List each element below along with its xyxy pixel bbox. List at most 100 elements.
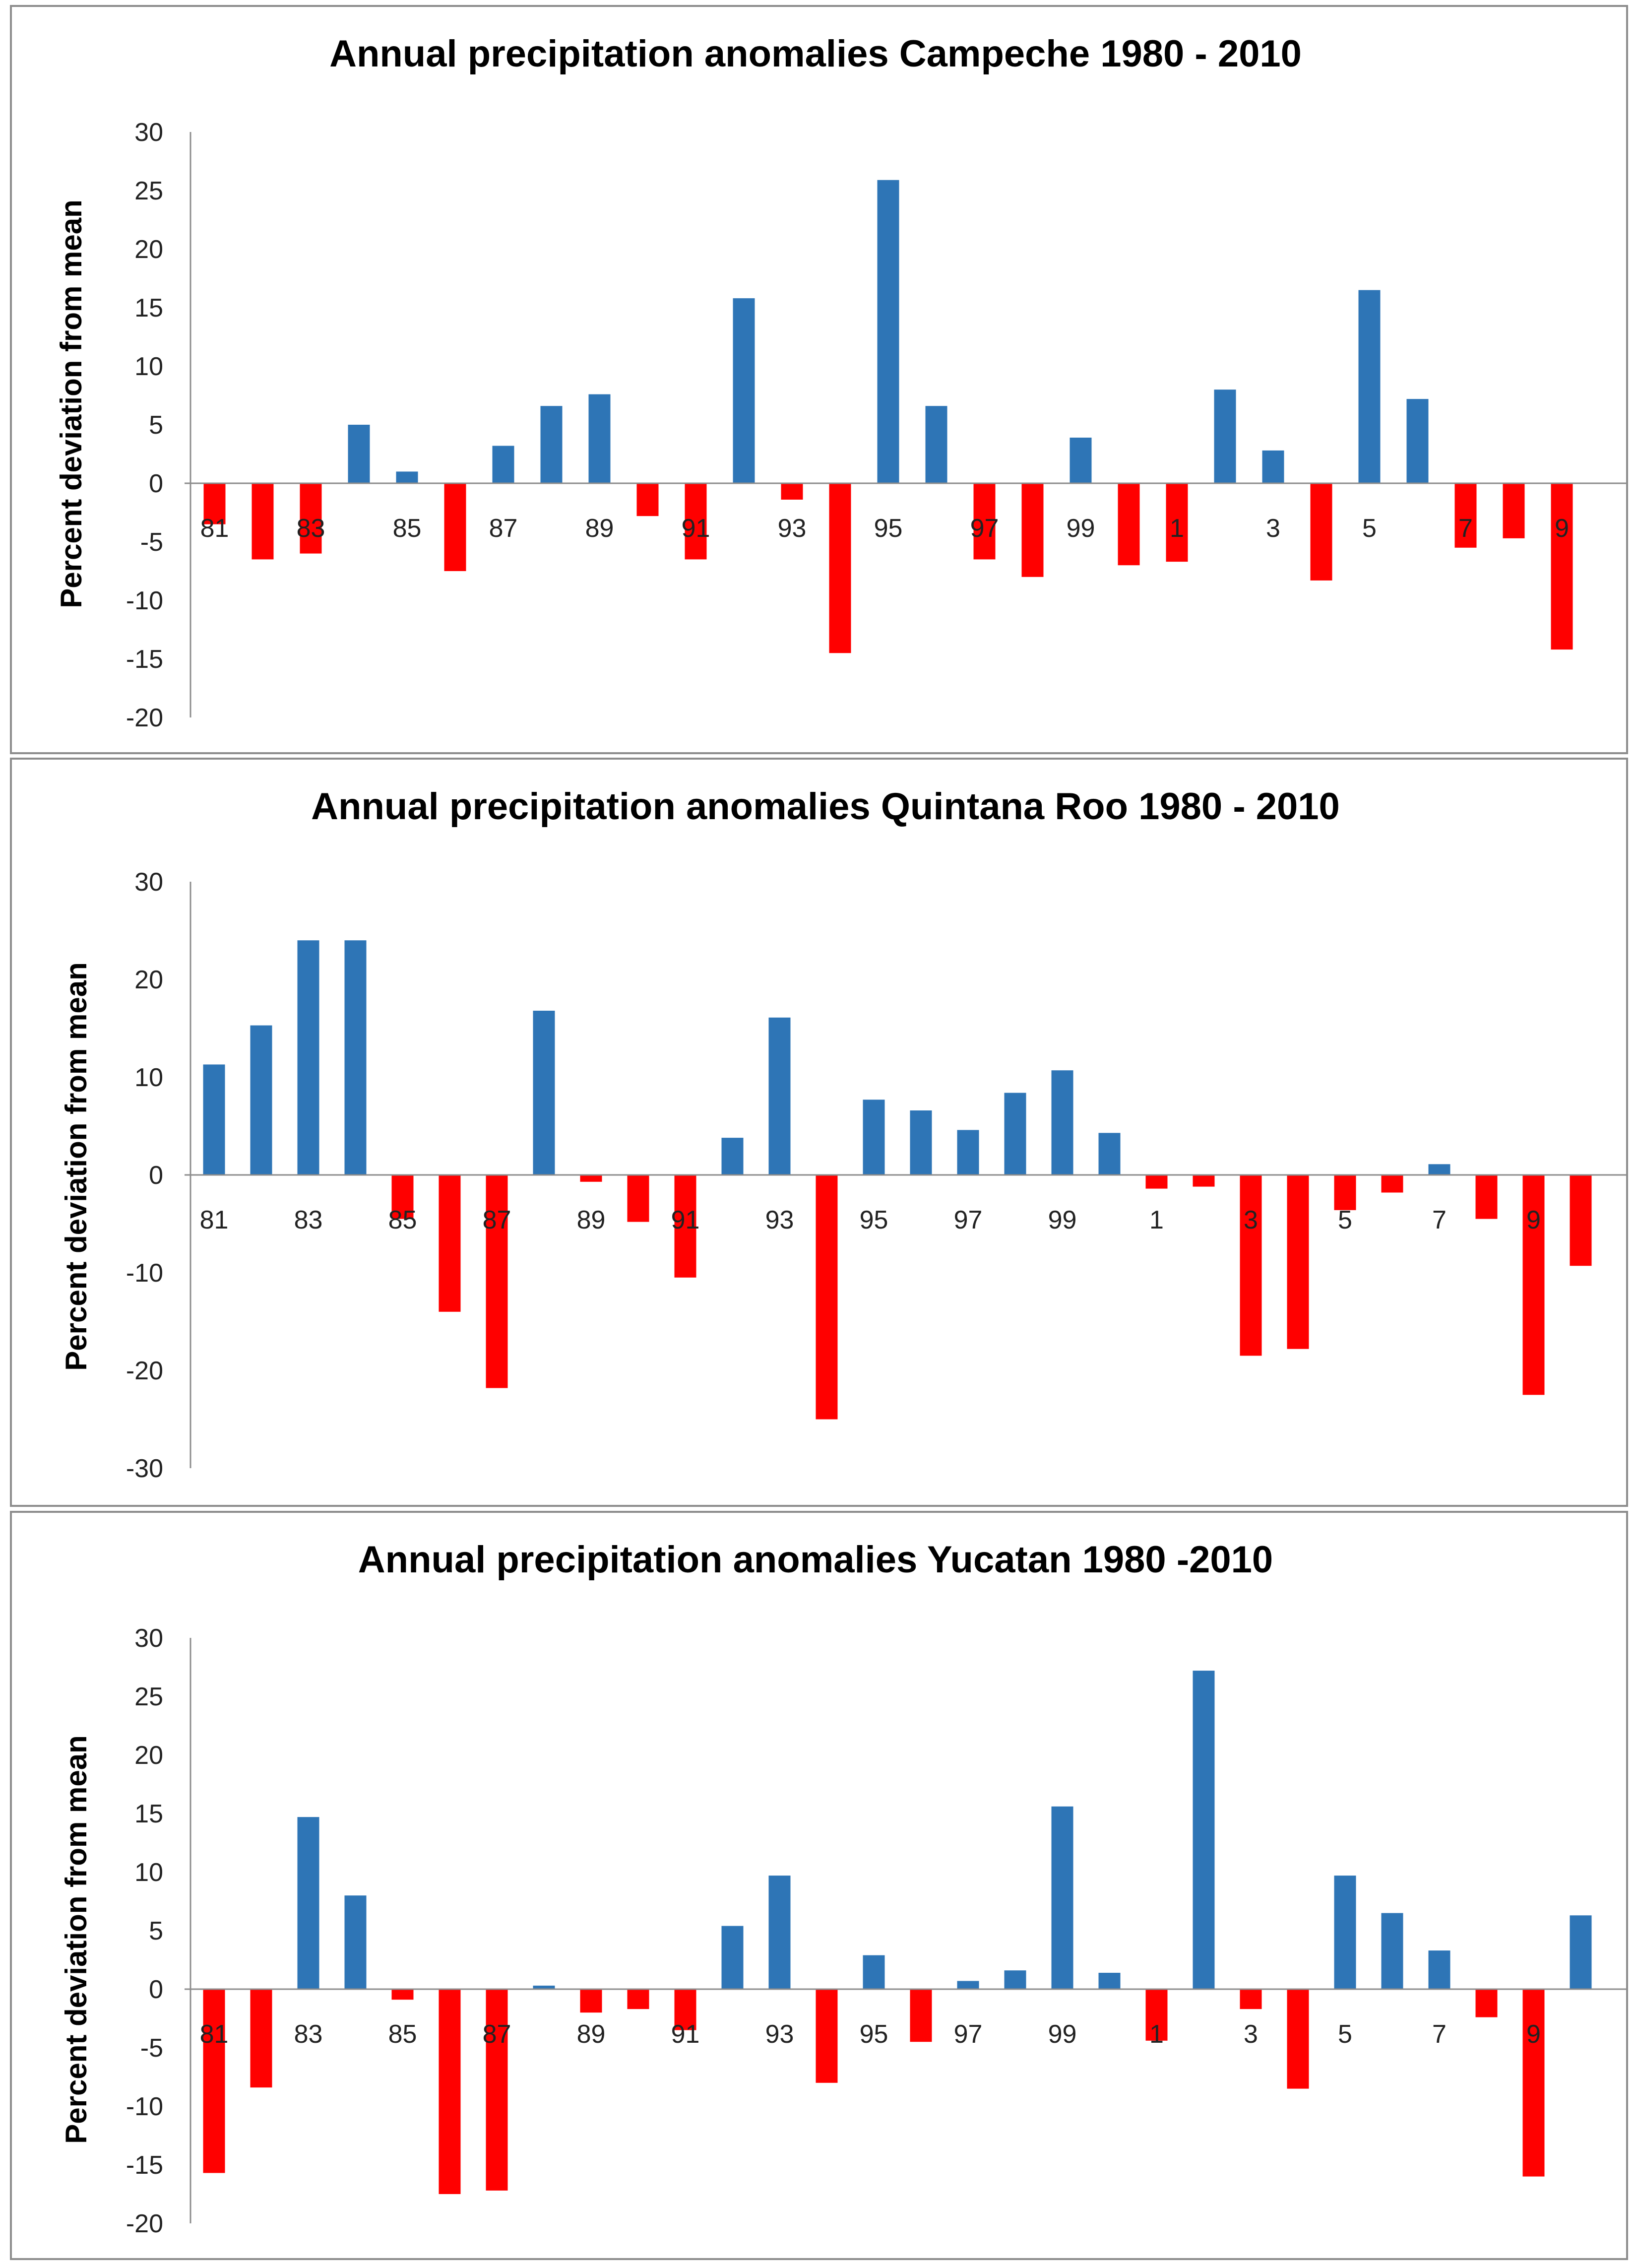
y-tick-label: 20 (134, 966, 163, 994)
x-tick-label: 89 (585, 514, 614, 543)
x-tick-label: 93 (778, 514, 807, 543)
y-tick-label: -30 (126, 1454, 163, 1483)
bar (1406, 399, 1429, 483)
bar (781, 483, 803, 500)
x-tick-label: 1 (1149, 1206, 1164, 1234)
y-tick-label: -5 (140, 528, 163, 557)
axes (185, 882, 1626, 1468)
bar (829, 483, 851, 653)
bar (768, 1876, 791, 1989)
bars (203, 940, 1592, 1420)
bar (1145, 1175, 1168, 1189)
bar (721, 1138, 744, 1175)
bar (863, 1100, 885, 1175)
x-tick-label: 95 (874, 514, 903, 543)
x-tick-label: 91 (671, 2020, 700, 2049)
bar (1475, 1989, 1498, 2017)
bar (588, 394, 611, 483)
bar (203, 1989, 225, 2173)
chart-quintana-roo: Annual precipitation anomalies Quintana … (60, 785, 1626, 1483)
x-tick-label: 7 (1432, 1206, 1447, 1234)
y-tick-label: 0 (149, 1975, 163, 2004)
bar (1475, 1175, 1498, 1219)
bar (444, 483, 466, 571)
bar (1381, 1913, 1403, 1989)
bar (492, 446, 514, 483)
y-tick-labels: 30 25 20 15 10 5 0 -5 -10 -15 -20 (126, 118, 163, 732)
x-tick-label: 85 (388, 2020, 417, 2049)
y-tick-label: 20 (134, 1741, 163, 1770)
y-tick-label: 5 (149, 411, 163, 440)
chart-title: Annual precipitation anomalies Yucatan 1… (358, 1539, 1273, 1581)
bar (391, 1175, 414, 1219)
bar (580, 1175, 602, 1182)
bar (1551, 483, 1573, 650)
bar (1454, 483, 1477, 548)
bar (540, 406, 563, 483)
bar (1381, 1175, 1403, 1193)
bar (344, 1895, 367, 1989)
y-tick-label: 10 (134, 1858, 163, 1887)
x-tick-label: 9 (1526, 2020, 1541, 2049)
x-tick-label: 81 (200, 1206, 229, 1234)
bar (733, 298, 755, 483)
x-tick-labels: 81 83 85 87 89 91 93 95 97 99 1 3 5 7 9 (200, 1206, 1541, 1234)
x-tick-label: 1 (1170, 514, 1184, 543)
y-axis-label: Percent deviation from mean (55, 199, 88, 608)
bar (300, 483, 322, 554)
bar (627, 1175, 649, 1222)
bar (627, 1989, 649, 2009)
x-tick-label: 95 (860, 1206, 888, 1234)
y-tick-label: 0 (149, 1161, 163, 1190)
bar (674, 1989, 696, 2030)
bar (1098, 1973, 1121, 1989)
x-tick-label: 5 (1338, 2020, 1352, 2049)
bar (721, 1926, 744, 1989)
bar (250, 1025, 272, 1175)
y-tick-labels: 30 25 20 15 10 5 0 -5 -10 -15 -20 (126, 1624, 163, 2238)
x-tick-label: 1 (1149, 2020, 1164, 2049)
x-tick-label: 83 (294, 1206, 323, 1234)
bar (203, 483, 226, 524)
bar (1051, 1806, 1073, 1989)
y-tick-label: 10 (134, 352, 163, 381)
chart-title: Annual precipitation anomalies Quintana … (311, 785, 1340, 828)
x-tick-label: 93 (765, 1206, 794, 1234)
bar (973, 483, 996, 560)
x-tick-label: 97 (970, 514, 999, 543)
bar (1098, 1133, 1121, 1175)
bar (1004, 1093, 1026, 1175)
bar (1262, 450, 1284, 483)
bar (1145, 1989, 1168, 2041)
y-tick-label: 25 (134, 1683, 163, 1711)
bar (250, 1989, 272, 2088)
bar (1193, 1175, 1215, 1187)
bar (957, 1981, 979, 1989)
chart-campeche: Annual precipitation anomalies Campeche … (55, 33, 1626, 732)
y-tick-label: 25 (134, 177, 163, 205)
y-tick-label: 20 (134, 235, 163, 264)
bar (1522, 1175, 1545, 1395)
bar (816, 1175, 838, 1420)
chart-yucatan: Annual precipitation anomalies Yucatan 1… (60, 1539, 1626, 2238)
bar (439, 1175, 461, 1312)
bar (1310, 483, 1332, 581)
bar (1287, 1989, 1309, 2089)
y-tick-label: -5 (140, 2034, 163, 2063)
axes (185, 132, 1626, 717)
bar (1021, 483, 1044, 577)
bar (533, 1985, 555, 1989)
y-tick-label: -10 (126, 1259, 163, 1288)
x-tick-label: 85 (388, 1206, 417, 1234)
x-tick-label: 89 (577, 1206, 606, 1234)
x-tick-label: 87 (483, 1206, 511, 1234)
x-tick-label: 7 (1458, 514, 1473, 543)
bar (396, 471, 418, 483)
bar (1522, 1989, 1545, 2177)
x-tick-label: 5 (1362, 514, 1377, 543)
x-tick-label: 87 (483, 2020, 511, 2049)
y-tick-label: -20 (126, 1357, 163, 1385)
axes (185, 1638, 1626, 2223)
x-tick-label: 91 (671, 1206, 700, 1234)
bar (636, 483, 659, 517)
